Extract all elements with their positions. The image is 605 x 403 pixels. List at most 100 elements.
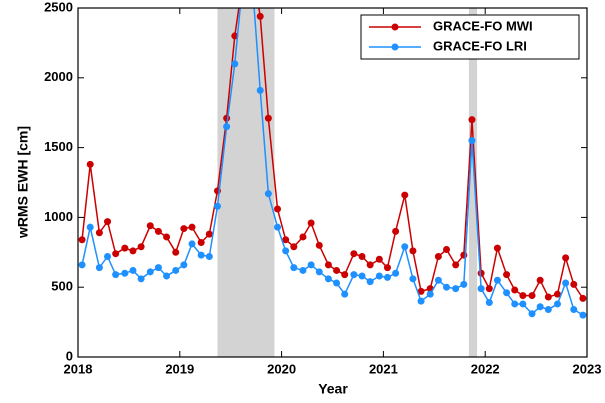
data-point [375, 255, 383, 263]
plot-area [78, 8, 587, 357]
data-point [324, 275, 332, 283]
data-point [579, 294, 587, 302]
x-tick-label: 2023 [573, 361, 602, 376]
data-point [383, 273, 391, 281]
data-point [553, 300, 561, 308]
shaded-region [468, 8, 478, 357]
y-axis-label: wRMS EWH [cm] [15, 126, 31, 239]
data-point [205, 252, 213, 260]
shaded-region [217, 8, 275, 357]
data-point [104, 218, 112, 226]
data-point [78, 261, 86, 269]
data-point [188, 240, 196, 248]
data-point [78, 236, 86, 244]
data-point [315, 268, 323, 276]
x-tick-label: 2021 [369, 361, 398, 376]
y-tick-label: 1500 [44, 139, 73, 154]
data-point [299, 266, 307, 274]
y-tick-label: 2000 [44, 69, 73, 84]
data-point [553, 290, 561, 298]
y-tick-label: 2500 [44, 0, 73, 14]
data-point [154, 264, 162, 272]
data-point [341, 290, 349, 298]
data-point [197, 239, 205, 247]
data-point [358, 252, 366, 260]
data-point [95, 264, 103, 272]
legend: GRACE-FO MWI GRACE-FO LRI [360, 14, 580, 60]
data-point [264, 114, 272, 122]
data-point [146, 268, 154, 276]
data-point [460, 280, 468, 288]
data-point [528, 292, 536, 300]
data-point [315, 241, 323, 249]
data-point [485, 285, 493, 293]
data-point [264, 190, 272, 198]
data-point [434, 276, 442, 284]
data-point [180, 225, 188, 233]
data-point [511, 300, 519, 308]
data-point [392, 227, 400, 235]
data-point [366, 261, 374, 269]
data-point [163, 233, 171, 241]
data-point [154, 227, 162, 235]
data-point [137, 243, 145, 251]
data-point [528, 310, 536, 318]
data-point [401, 243, 409, 251]
data-point [519, 292, 527, 300]
data-point [129, 266, 137, 274]
data-point [536, 303, 544, 311]
data-point [86, 160, 94, 168]
data-point [205, 230, 213, 238]
data-point [570, 280, 578, 288]
data-point [223, 114, 231, 122]
data-point [324, 261, 332, 269]
data-point [409, 247, 417, 255]
data-point [477, 269, 485, 277]
data-point [579, 311, 587, 319]
data-point [426, 290, 434, 298]
data-point [274, 223, 282, 231]
data-point [146, 222, 154, 230]
data-point [333, 279, 341, 287]
data-point [350, 250, 358, 258]
legend-box [360, 14, 580, 60]
data-point [544, 306, 552, 314]
data-point [443, 283, 451, 291]
data-point [223, 123, 231, 131]
data-point [163, 272, 171, 280]
legend-label: GRACE-FO MWI [433, 18, 533, 33]
data-point [417, 297, 425, 305]
data-point [477, 285, 485, 293]
data-point [231, 32, 239, 40]
data-point [452, 285, 460, 293]
data-point [350, 271, 358, 279]
data-point [493, 244, 501, 252]
y-tick-label: 1000 [44, 209, 73, 224]
plot-frame [77, 7, 588, 358]
legend-marker [391, 43, 399, 51]
data-point [341, 271, 349, 279]
data-point [544, 293, 552, 301]
x-axis-label: Year [318, 381, 348, 397]
data-point [282, 247, 290, 255]
data-point [256, 12, 264, 20]
x-tick-label: 2018 [64, 361, 93, 376]
data-point [197, 251, 205, 259]
data-point [290, 264, 298, 272]
x-tick-label: 2022 [471, 361, 500, 376]
data-point [452, 261, 460, 269]
data-point [180, 261, 188, 269]
y-tick-label: 500 [51, 279, 73, 294]
data-point [274, 205, 282, 213]
data-point [536, 276, 544, 284]
data-point [468, 116, 476, 124]
data-point [137, 275, 145, 283]
data-point [86, 223, 94, 231]
data-point [485, 299, 493, 307]
data-point [307, 219, 315, 227]
data-point [129, 247, 137, 255]
data-point [383, 264, 391, 272]
data-point [375, 272, 383, 280]
data-point [519, 300, 527, 308]
